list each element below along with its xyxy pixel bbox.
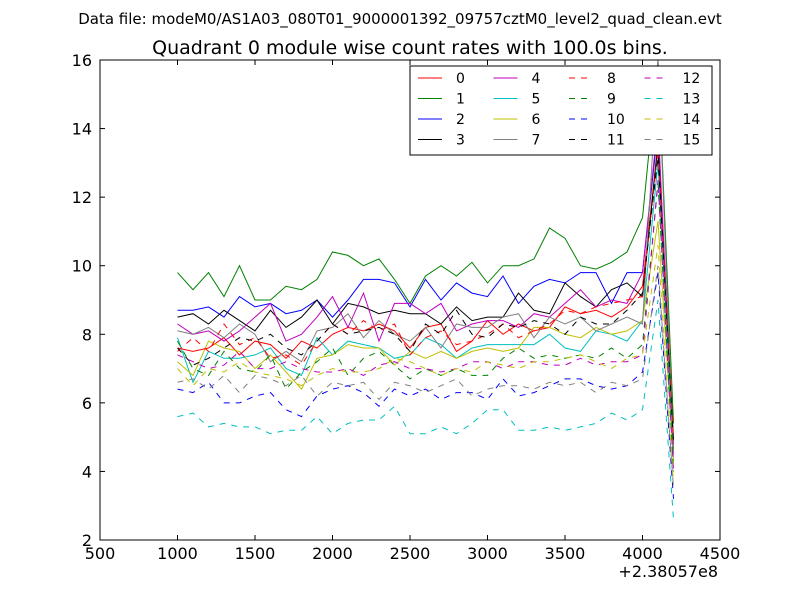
series-line-1	[177, 59, 674, 424]
chart-suptitle: Data file: modeM0/AS1A03_080T01_90000013…	[78, 10, 722, 29]
series-line-12	[177, 179, 674, 472]
y-tick-label: 12	[72, 188, 92, 207]
x-tick-label: 4500	[700, 544, 741, 563]
series-line-4	[177, 121, 674, 451]
legend-label-2: 2	[456, 112, 465, 128]
y-tick-label: 6	[82, 394, 92, 413]
axes: 500 1000 1500 2000 2500 3000 3500 4000 4500 2 4 6 8 1…	[72, 51, 741, 563]
legend-label-4: 4	[532, 71, 541, 87]
legend-label-14: 14	[683, 112, 701, 128]
series-line-8	[177, 149, 674, 438]
legend-label-15: 15	[683, 133, 701, 149]
legend-label-7: 7	[532, 133, 541, 149]
legend-label-8: 8	[607, 71, 616, 87]
x-tick-label: 1500	[235, 544, 276, 563]
y-tick-label: 8	[82, 325, 92, 344]
y-tick-label: 14	[72, 120, 92, 139]
legend-label-6: 6	[532, 112, 541, 128]
x-offset-label: +2.38057e8	[618, 562, 718, 581]
legend-label-10: 10	[607, 112, 625, 128]
series-line-11	[177, 155, 674, 445]
legend-label-3: 3	[456, 133, 465, 149]
x-tick-label: 1000	[157, 544, 198, 563]
legend-label-1: 1	[456, 92, 465, 108]
legend-label-11: 11	[607, 133, 625, 149]
legend-label-13: 13	[683, 92, 701, 108]
legend-label-9: 9	[607, 92, 616, 108]
series-line-2	[177, 128, 674, 451]
y-tick-label: 4	[82, 462, 92, 481]
y-tick-label: 16	[72, 51, 92, 70]
series-line-6	[177, 221, 674, 462]
series-line-9	[177, 183, 674, 472]
x-tick-label: 3000	[467, 544, 508, 563]
x-tick-label: 3500	[545, 544, 586, 563]
legend-label-5: 5	[532, 92, 541, 108]
series-line-13	[177, 299, 674, 520]
legend-label-0: 0	[456, 71, 465, 87]
x-tick-label: 500	[85, 544, 116, 563]
x-tick-label: 2500	[390, 544, 431, 563]
x-tick-label: 4000	[622, 544, 663, 563]
x-tick-label: 2000	[312, 544, 353, 563]
chart-title: Quadrant 0 module wise count rates with …	[152, 37, 668, 59]
series-line-15	[177, 265, 674, 489]
legend-label-12: 12	[683, 71, 701, 87]
y-tick-label: 2	[82, 531, 92, 550]
series-line-7	[177, 59, 674, 455]
series-line-10	[177, 272, 674, 499]
series-line-14	[177, 245, 674, 486]
y-tick-label: 10	[72, 257, 92, 276]
legend-box	[409, 65, 713, 156]
